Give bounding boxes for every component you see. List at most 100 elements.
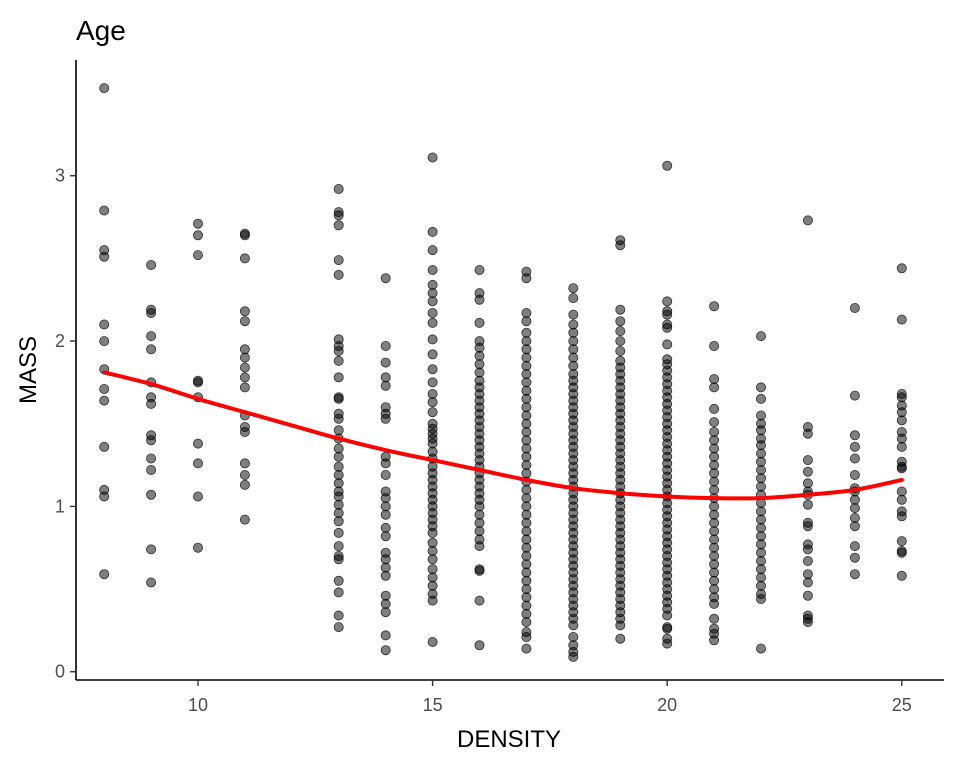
data-point (333, 183, 344, 194)
data-point (521, 493, 532, 504)
data-point (99, 205, 110, 216)
data-point (427, 152, 438, 163)
data-point (427, 307, 438, 318)
data-point (662, 322, 673, 333)
x-axis-title: DENSITY (457, 726, 561, 753)
y-ticks: 0 1 2 3 (55, 166, 76, 682)
data-point (427, 527, 438, 538)
data-point (849, 390, 860, 401)
data-point (474, 565, 485, 576)
data-point (756, 514, 767, 525)
data-point (380, 645, 391, 656)
data-point (99, 319, 110, 330)
data-point (333, 461, 344, 472)
data-point (521, 418, 532, 429)
y-tick-label: 2 (55, 331, 65, 351)
x-tick-label: 25 (892, 695, 912, 715)
data-point (99, 383, 110, 394)
data-point (380, 469, 391, 480)
data-point (521, 468, 532, 479)
data-point (427, 377, 438, 388)
data-point (568, 327, 579, 338)
data-point (849, 430, 860, 441)
data-point (521, 643, 532, 654)
y-tick-label: 0 (55, 662, 65, 682)
data-point (521, 327, 532, 338)
data-point (239, 382, 250, 393)
data-point (333, 425, 344, 436)
data-point (239, 479, 250, 490)
data-point (474, 517, 485, 528)
data-point (802, 577, 813, 588)
data-point (192, 458, 203, 469)
data-point (896, 433, 907, 444)
data-point (849, 494, 860, 505)
data-point (709, 451, 720, 462)
x-tick-label: 15 (423, 695, 443, 715)
data-point (615, 326, 626, 337)
data-point (333, 587, 344, 598)
data-point (568, 309, 579, 320)
data-point (239, 362, 250, 373)
data-point (427, 546, 438, 557)
data-point (427, 264, 438, 275)
data-point (146, 307, 157, 318)
data-point (380, 554, 391, 565)
data-point (802, 617, 813, 628)
data-point (521, 600, 532, 611)
data-point (568, 344, 579, 355)
data-point (521, 402, 532, 413)
data-point (896, 441, 907, 452)
data-point (239, 344, 250, 355)
data-point (380, 570, 391, 581)
data-point (756, 331, 767, 342)
data-point (333, 269, 344, 280)
data-point (474, 264, 485, 275)
data-point (380, 273, 391, 284)
data-point (521, 443, 532, 454)
data-point (849, 541, 860, 552)
x-tick-label: 20 (657, 695, 677, 715)
data-point (896, 570, 907, 581)
data-point (849, 552, 860, 563)
data-point (709, 575, 720, 586)
data-point (568, 620, 579, 631)
data-point (662, 638, 673, 649)
data-point (427, 637, 438, 648)
data-point (146, 331, 157, 342)
data-point (474, 350, 485, 361)
data-point (333, 255, 344, 266)
data-point (99, 569, 110, 580)
y-tick-label: 3 (55, 166, 65, 186)
data-point (662, 296, 673, 307)
data-point (521, 526, 532, 537)
data-point (802, 215, 813, 226)
data-point (239, 514, 250, 525)
data-point (333, 393, 344, 404)
data-point (380, 340, 391, 351)
data-point (99, 491, 110, 502)
data-point (756, 425, 767, 436)
data-point (568, 293, 579, 304)
data-point (427, 288, 438, 299)
data-point (756, 539, 767, 550)
data-point (474, 317, 485, 328)
data-point (474, 541, 485, 552)
data-point (239, 372, 250, 383)
data-point (146, 464, 157, 475)
data-point (896, 547, 907, 558)
data-point (756, 564, 767, 575)
data-point (521, 542, 532, 553)
data-point (427, 595, 438, 606)
data-point (380, 493, 391, 504)
data-point (756, 382, 767, 393)
data-point (380, 522, 391, 533)
data-point (239, 469, 250, 480)
data-point (333, 210, 344, 221)
data-point (427, 397, 438, 408)
data-point (615, 336, 626, 347)
data-point (239, 316, 250, 327)
data-point (474, 640, 485, 651)
data-point (802, 428, 813, 439)
data-point (427, 564, 438, 575)
